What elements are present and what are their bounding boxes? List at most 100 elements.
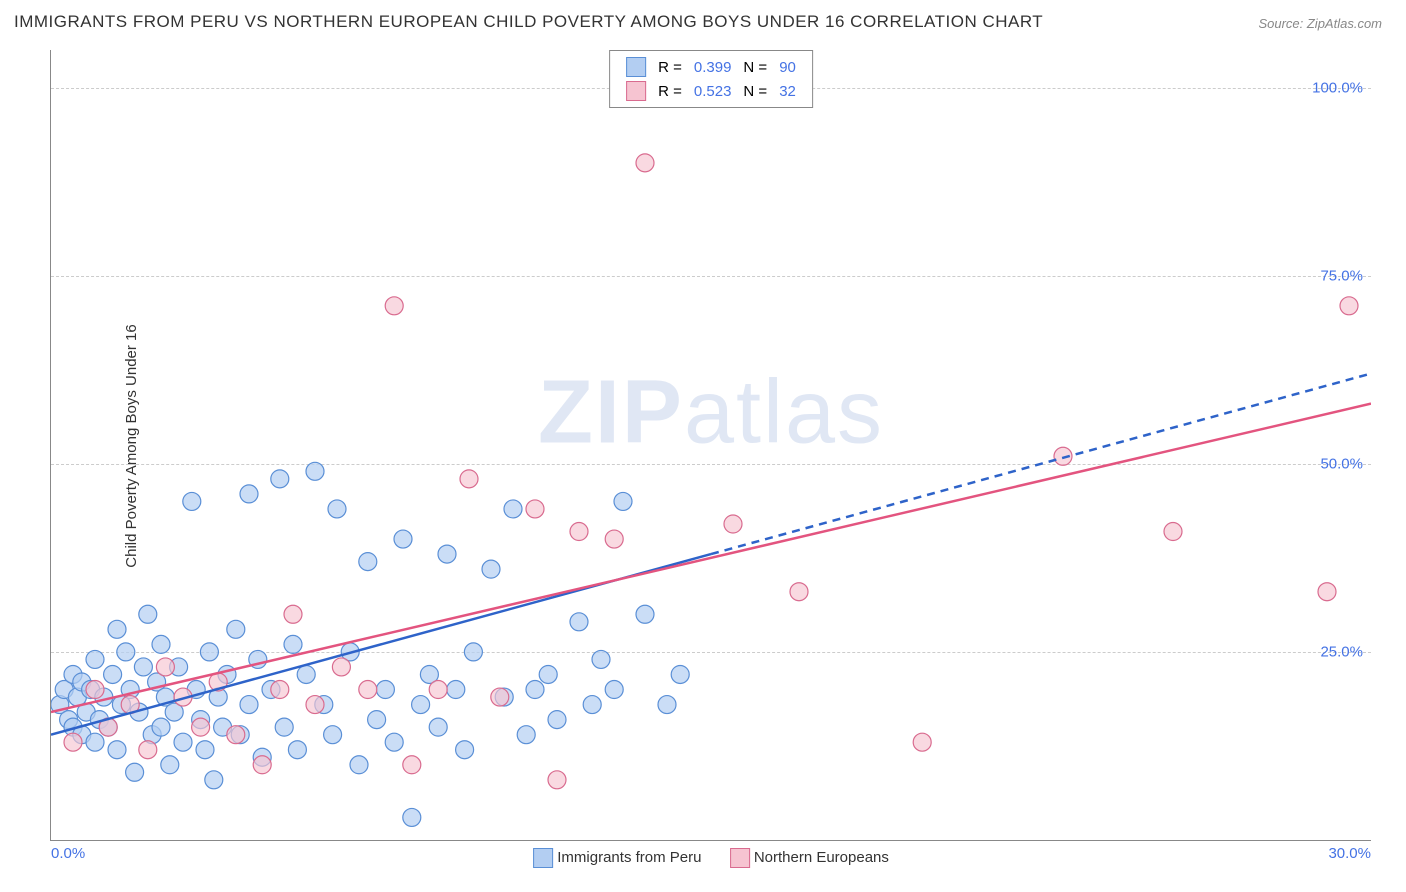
scatter-point bbox=[636, 605, 654, 623]
scatter-point bbox=[240, 696, 258, 714]
scatter-svg bbox=[51, 50, 1371, 840]
scatter-point bbox=[570, 523, 588, 541]
scatter-point bbox=[1340, 297, 1358, 315]
scatter-point bbox=[183, 492, 201, 510]
scatter-point bbox=[64, 733, 82, 751]
scatter-point bbox=[328, 500, 346, 518]
scatter-point bbox=[482, 560, 500, 578]
scatter-point bbox=[376, 681, 394, 699]
scatter-point bbox=[253, 756, 271, 774]
scatter-point bbox=[491, 688, 509, 706]
scatter-point bbox=[1164, 523, 1182, 541]
legend-item-neuro: Northern Europeans bbox=[730, 848, 889, 868]
scatter-point bbox=[139, 741, 157, 759]
scatter-point bbox=[227, 726, 245, 744]
scatter-point bbox=[368, 711, 386, 729]
scatter-point bbox=[592, 650, 610, 668]
scatter-point bbox=[152, 718, 170, 736]
scatter-point bbox=[429, 681, 447, 699]
scatter-point bbox=[117, 643, 135, 661]
scatter-point bbox=[583, 696, 601, 714]
scatter-point bbox=[196, 741, 214, 759]
scatter-point bbox=[605, 530, 623, 548]
scatter-point bbox=[412, 696, 430, 714]
scatter-point bbox=[227, 620, 245, 638]
scatter-point bbox=[332, 658, 350, 676]
swatch-peru-icon bbox=[626, 57, 646, 77]
legend-row-peru: R = 0.399 N = 90 bbox=[620, 55, 802, 79]
scatter-point bbox=[306, 696, 324, 714]
swatch-neuro-icon bbox=[626, 81, 646, 101]
swatch-peru-icon bbox=[533, 848, 553, 868]
scatter-point bbox=[548, 711, 566, 729]
legend-row-neuro: R = 0.523 N = 32 bbox=[620, 79, 802, 103]
scatter-point bbox=[86, 733, 104, 751]
scatter-point bbox=[429, 718, 447, 736]
scatter-point bbox=[605, 681, 623, 699]
scatter-point bbox=[403, 756, 421, 774]
scatter-point bbox=[205, 771, 223, 789]
scatter-point bbox=[350, 756, 368, 774]
plot-area: ZIPatlas R = 0.399 N = 90 R = 0.523 N = … bbox=[50, 50, 1371, 841]
scatter-point bbox=[460, 470, 478, 488]
scatter-point bbox=[359, 553, 377, 571]
scatter-point bbox=[240, 485, 258, 503]
x-tick-label: 30.0% bbox=[1328, 845, 1371, 862]
scatter-point bbox=[636, 154, 654, 172]
scatter-point bbox=[104, 665, 122, 683]
scatter-point bbox=[284, 605, 302, 623]
scatter-point bbox=[464, 643, 482, 661]
scatter-point bbox=[324, 726, 342, 744]
scatter-point bbox=[288, 741, 306, 759]
scatter-point bbox=[526, 500, 544, 518]
scatter-point bbox=[724, 515, 742, 533]
scatter-point bbox=[126, 763, 144, 781]
scatter-point bbox=[161, 756, 179, 774]
scatter-point bbox=[108, 620, 126, 638]
scatter-point bbox=[108, 741, 126, 759]
scatter-point bbox=[152, 635, 170, 653]
correlation-legend: R = 0.399 N = 90 R = 0.523 N = 32 bbox=[609, 50, 813, 108]
trendline-neuro bbox=[51, 404, 1371, 712]
scatter-point bbox=[526, 681, 544, 699]
scatter-point bbox=[139, 605, 157, 623]
scatter-point bbox=[275, 718, 293, 736]
scatter-point bbox=[671, 665, 689, 683]
scatter-point bbox=[271, 470, 289, 488]
scatter-point bbox=[790, 583, 808, 601]
scatter-point bbox=[306, 462, 324, 480]
scatter-point bbox=[394, 530, 412, 548]
scatter-point bbox=[385, 733, 403, 751]
swatch-neuro-icon bbox=[730, 848, 750, 868]
legend-item-peru: Immigrants from Peru bbox=[533, 848, 701, 868]
x-tick-label: 0.0% bbox=[51, 845, 85, 862]
scatter-point bbox=[385, 297, 403, 315]
scatter-point bbox=[134, 658, 152, 676]
scatter-point bbox=[548, 771, 566, 789]
scatter-point bbox=[517, 726, 535, 744]
scatter-point bbox=[297, 665, 315, 683]
scatter-point bbox=[447, 681, 465, 699]
scatter-point bbox=[271, 681, 289, 699]
scatter-point bbox=[539, 665, 557, 683]
scatter-point bbox=[504, 500, 522, 518]
series-legend: Immigrants from Peru Northern Europeans bbox=[521, 848, 901, 868]
chart-title: IMMIGRANTS FROM PERU VS NORTHERN EUROPEA… bbox=[14, 12, 1043, 32]
scatter-point bbox=[614, 492, 632, 510]
scatter-point bbox=[403, 808, 421, 826]
scatter-point bbox=[1318, 583, 1336, 601]
scatter-point bbox=[86, 681, 104, 699]
trendline-peru-dashed bbox=[711, 374, 1371, 555]
scatter-point bbox=[658, 696, 676, 714]
scatter-point bbox=[438, 545, 456, 563]
scatter-point bbox=[456, 741, 474, 759]
scatter-point bbox=[359, 681, 377, 699]
scatter-point bbox=[913, 733, 931, 751]
scatter-point bbox=[570, 613, 588, 631]
scatter-point bbox=[284, 635, 302, 653]
source-attribution: Source: ZipAtlas.com bbox=[1258, 16, 1382, 31]
scatter-point bbox=[200, 643, 218, 661]
scatter-point bbox=[86, 650, 104, 668]
scatter-point bbox=[174, 733, 192, 751]
scatter-point bbox=[156, 658, 174, 676]
